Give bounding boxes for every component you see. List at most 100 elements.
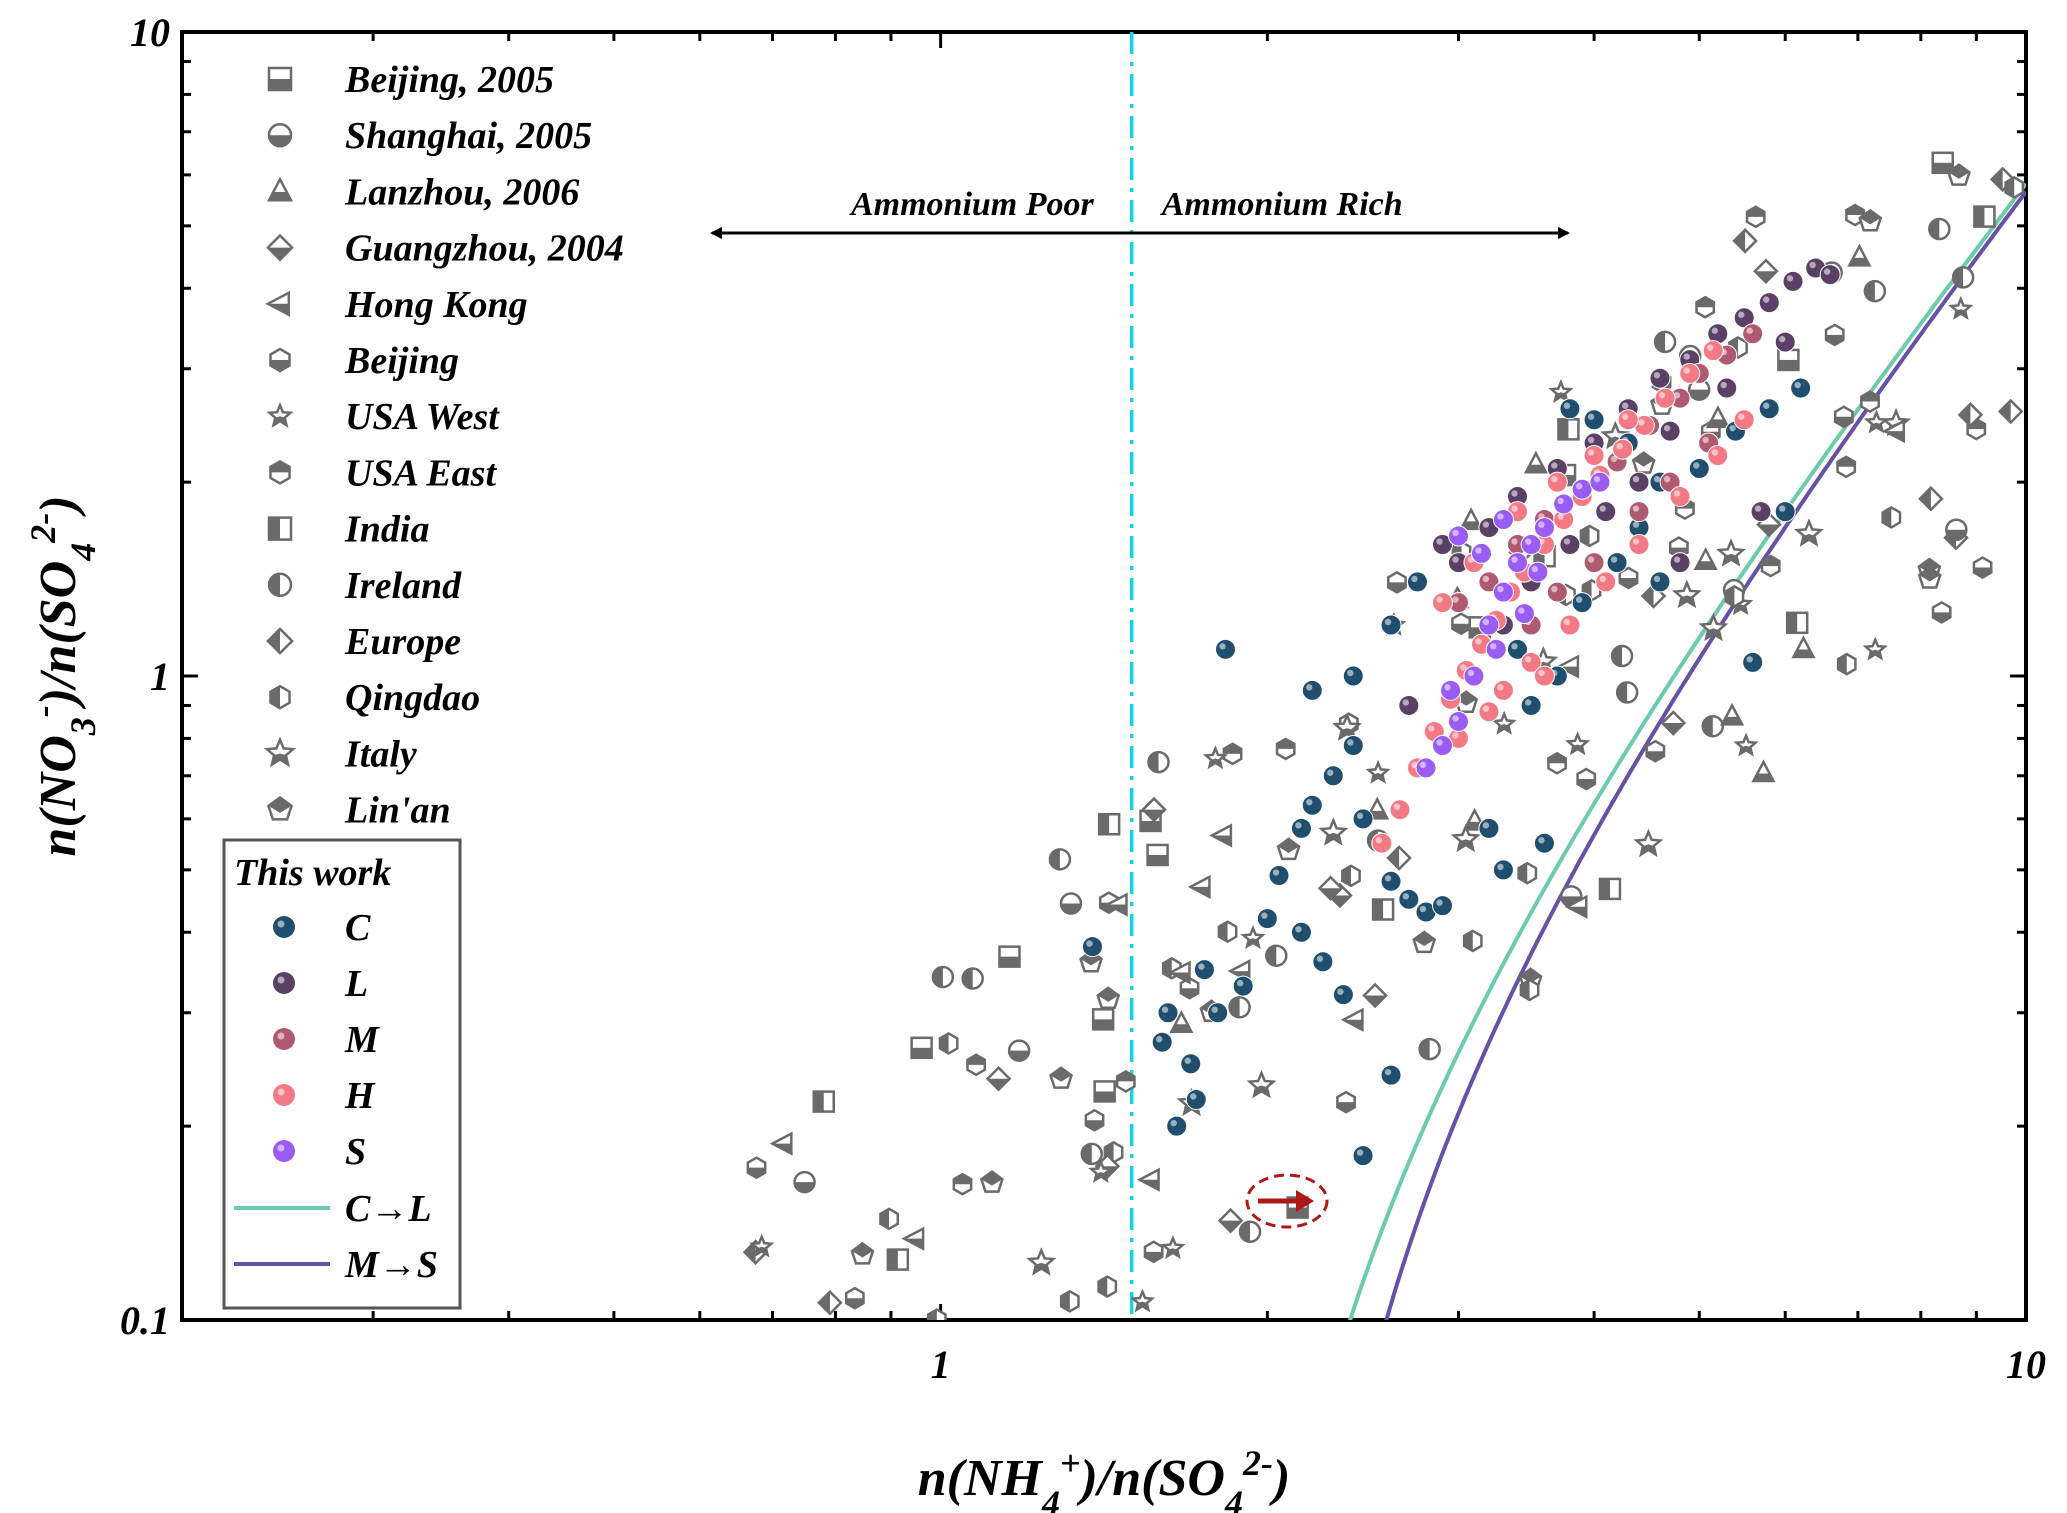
- series-point-highlight: [1384, 1068, 1392, 1076]
- literature-point: [1695, 295, 1716, 319]
- series-point-highlight: [1610, 455, 1618, 463]
- series-point: [1559, 534, 1581, 556]
- literature-point: [1228, 996, 1251, 1019]
- series-point: [1290, 817, 1312, 839]
- series-point: [1750, 501, 1772, 523]
- series-point: [1485, 638, 1507, 660]
- series-point-highlight: [1638, 419, 1645, 426]
- series-point: [1290, 921, 1312, 943]
- literature-point: [1745, 205, 1766, 229]
- series-point-highlight: [1587, 556, 1595, 563]
- literature-point: [1858, 208, 1883, 232]
- series-point-highlight: [1673, 490, 1681, 497]
- series-point-highlight: [1616, 442, 1623, 450]
- series-point-highlight: [1632, 521, 1640, 528]
- series-point-highlight: [1402, 893, 1410, 900]
- literature-point: [926, 1308, 947, 1320]
- series-point-highlight: [1261, 912, 1268, 919]
- literature-point: [1362, 982, 1388, 1009]
- series-point: [1256, 908, 1278, 930]
- literature-point: [1918, 485, 1944, 512]
- series-point-highlight: [1587, 436, 1595, 444]
- series-point-highlight: [1599, 575, 1606, 583]
- series-point-highlight: [1823, 268, 1831, 275]
- literature-point: [1418, 1037, 1441, 1061]
- literature-point: [1093, 1080, 1116, 1103]
- series-point-highlight: [1610, 556, 1618, 563]
- literature-point: [1777, 348, 1800, 372]
- series-point-highlight: [1511, 556, 1518, 563]
- legend-literature: Beijing, 2005 Shanghai, 2005 Lanzhou, 2006…: [263, 59, 624, 832]
- literature-point: [1645, 739, 1666, 763]
- series-point-highlight: [1497, 585, 1504, 593]
- literature-point: [910, 1036, 933, 1060]
- series-point: [1583, 444, 1605, 466]
- data-points: [742, 151, 2025, 1320]
- legend-series-marker-highlight: [277, 1144, 285, 1152]
- literature-point: [1860, 390, 1880, 413]
- literature-point: [1579, 524, 1600, 548]
- series-point: [1790, 377, 1812, 399]
- legend-series-marker: [273, 1028, 295, 1050]
- legend-series-marker: [273, 916, 295, 938]
- x-axis-title: n(NH4+)/n(SO42-): [918, 1443, 1291, 1513]
- literature-point: [1146, 843, 1169, 867]
- literature-point: [886, 1248, 910, 1271]
- series-point: [1546, 471, 1568, 493]
- series-point-highlight: [1306, 799, 1313, 806]
- series-point-highlight: [1563, 538, 1571, 545]
- literature-point: [1318, 817, 1349, 846]
- series-point: [1506, 552, 1528, 574]
- literature-point: [1275, 737, 1296, 761]
- series-point-highlight: [1794, 381, 1801, 389]
- legend-marker-11: [269, 684, 291, 710]
- literature-point: [1794, 518, 1824, 547]
- literature-point: [1049, 1066, 1073, 1089]
- literature-point: [1240, 925, 1266, 950]
- series-point: [1628, 501, 1650, 523]
- series-S: [1415, 471, 1611, 779]
- series-point: [1432, 895, 1454, 917]
- series-point-highlight: [1452, 732, 1459, 739]
- series-point-highlight: [1538, 837, 1545, 844]
- series-point: [1342, 665, 1364, 687]
- fit-line: [1384, 190, 2026, 1320]
- series-point: [1649, 367, 1671, 389]
- region-label-ammonium-poor: Ammonium Poor: [849, 186, 1095, 223]
- literature-point: [1386, 845, 1412, 871]
- legend-entry-label: Guangzhou, 2004: [345, 228, 624, 270]
- series-point: [1659, 420, 1681, 442]
- literature-point: [1080, 1142, 1104, 1166]
- literature-point: [1059, 1289, 1080, 1313]
- series-point: [1612, 438, 1634, 460]
- series-point: [1440, 679, 1462, 701]
- series-point-highlight: [1198, 963, 1205, 970]
- legend-marker-6: [266, 401, 294, 428]
- series-point-highlight: [1531, 565, 1539, 573]
- literature-point: [1265, 944, 1288, 967]
- literature-point: [1129, 1288, 1156, 1313]
- literature-point: [998, 945, 1021, 968]
- series-point-highlight: [1444, 684, 1451, 691]
- series-point: [1595, 571, 1617, 593]
- series-point: [1707, 444, 1729, 466]
- series-point: [1628, 471, 1650, 493]
- literature-point: [1412, 930, 1437, 954]
- series-point: [1389, 799, 1411, 821]
- series-point-highlight: [1295, 822, 1302, 829]
- series-point: [1352, 1145, 1374, 1167]
- series-point-highlight: [1575, 483, 1583, 490]
- literature-point: [1660, 710, 1687, 736]
- series-point-highlight: [1632, 505, 1640, 512]
- literature-point: [1104, 892, 1128, 917]
- literature-point: [1202, 745, 1228, 770]
- series-point-highlight: [1511, 490, 1518, 497]
- series-point: [1193, 959, 1215, 981]
- series-point: [1758, 398, 1780, 420]
- literature-point: [1548, 378, 1574, 403]
- series-point: [1559, 614, 1581, 636]
- literature-point: [1791, 635, 1816, 659]
- legend-entry-label: Ireland: [344, 565, 462, 607]
- series-point-highlight: [1518, 607, 1525, 614]
